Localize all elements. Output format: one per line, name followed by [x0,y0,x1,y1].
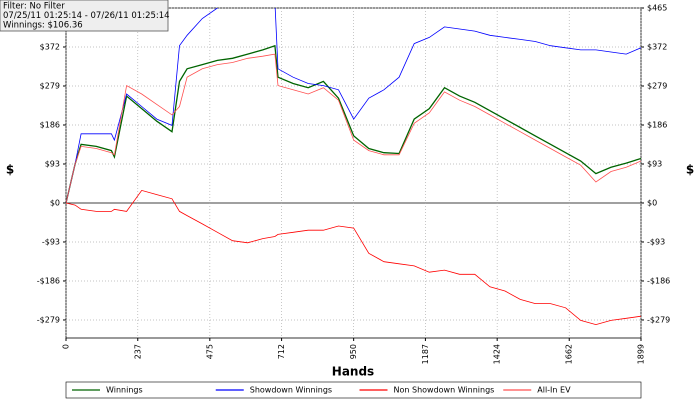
y2-tick-label: $0 [647,198,657,207]
series-line [66,53,641,204]
x-tick-label: 1899 [637,344,646,364]
y-tick-label: $372 [40,42,60,51]
y-tick-label: -$93 [42,237,60,246]
x-tick-label: 237 [133,344,142,359]
series-line [66,44,641,204]
legend-label: Non Showdown Winnings [394,386,495,395]
y2-axis-title: $ [686,163,694,177]
y2-tick-label: -$93 [647,237,665,246]
y-tick-label: -$186 [37,276,60,285]
y2-tick-label: $186 [647,120,667,129]
y2-tick-label: $465 [647,4,667,13]
y-tick-label: $93 [45,159,60,168]
info-line: Winnings: $106.36 [3,21,83,31]
info-background [0,0,169,32]
series-line [66,189,641,326]
x-tick-label: 1424 [493,344,502,364]
legend-label: Winnings [106,386,143,395]
y2-tick-label: -$279 [647,315,670,324]
info-line: 07/25/11 01:25:14 - 07/26/11 01:25:14 [3,11,170,21]
y2-tick-label: -$186 [647,276,670,285]
x-tick-label: 950 [349,344,358,359]
y-tick-label: $279 [40,81,60,90]
info-line: Filter: No Filter [3,2,65,12]
x-tick-label: 0 [62,344,71,349]
x-axis-title: Hands [332,365,374,379]
series-line [66,8,641,204]
x-tick-label: 712 [277,344,286,359]
y-axis-title: $ [6,163,14,177]
legend-label: Showdown Winnings [250,386,332,395]
x-tick-label: 475 [205,344,214,359]
info-box: Filter: No Filter 07/25/11 01:25:14 - 07… [0,0,170,32]
y2-tick-label: $93 [647,159,662,168]
y2-tick-label: $372 [647,42,667,51]
legend [65,381,642,399]
y-tick-label: $186 [40,120,60,129]
legend-label: All-In EV [537,386,571,395]
x-tick-label: 1662 [565,344,574,364]
y-tick-label: -$279 [37,315,60,324]
y-tick-label: $0 [50,198,60,207]
legend-items: Winnings Showdown Winnings Non Showdown Wi… [72,386,571,395]
x-tick-label: 1187 [421,344,430,364]
y2-tick-label: $279 [647,81,667,90]
series-group [66,8,641,326]
